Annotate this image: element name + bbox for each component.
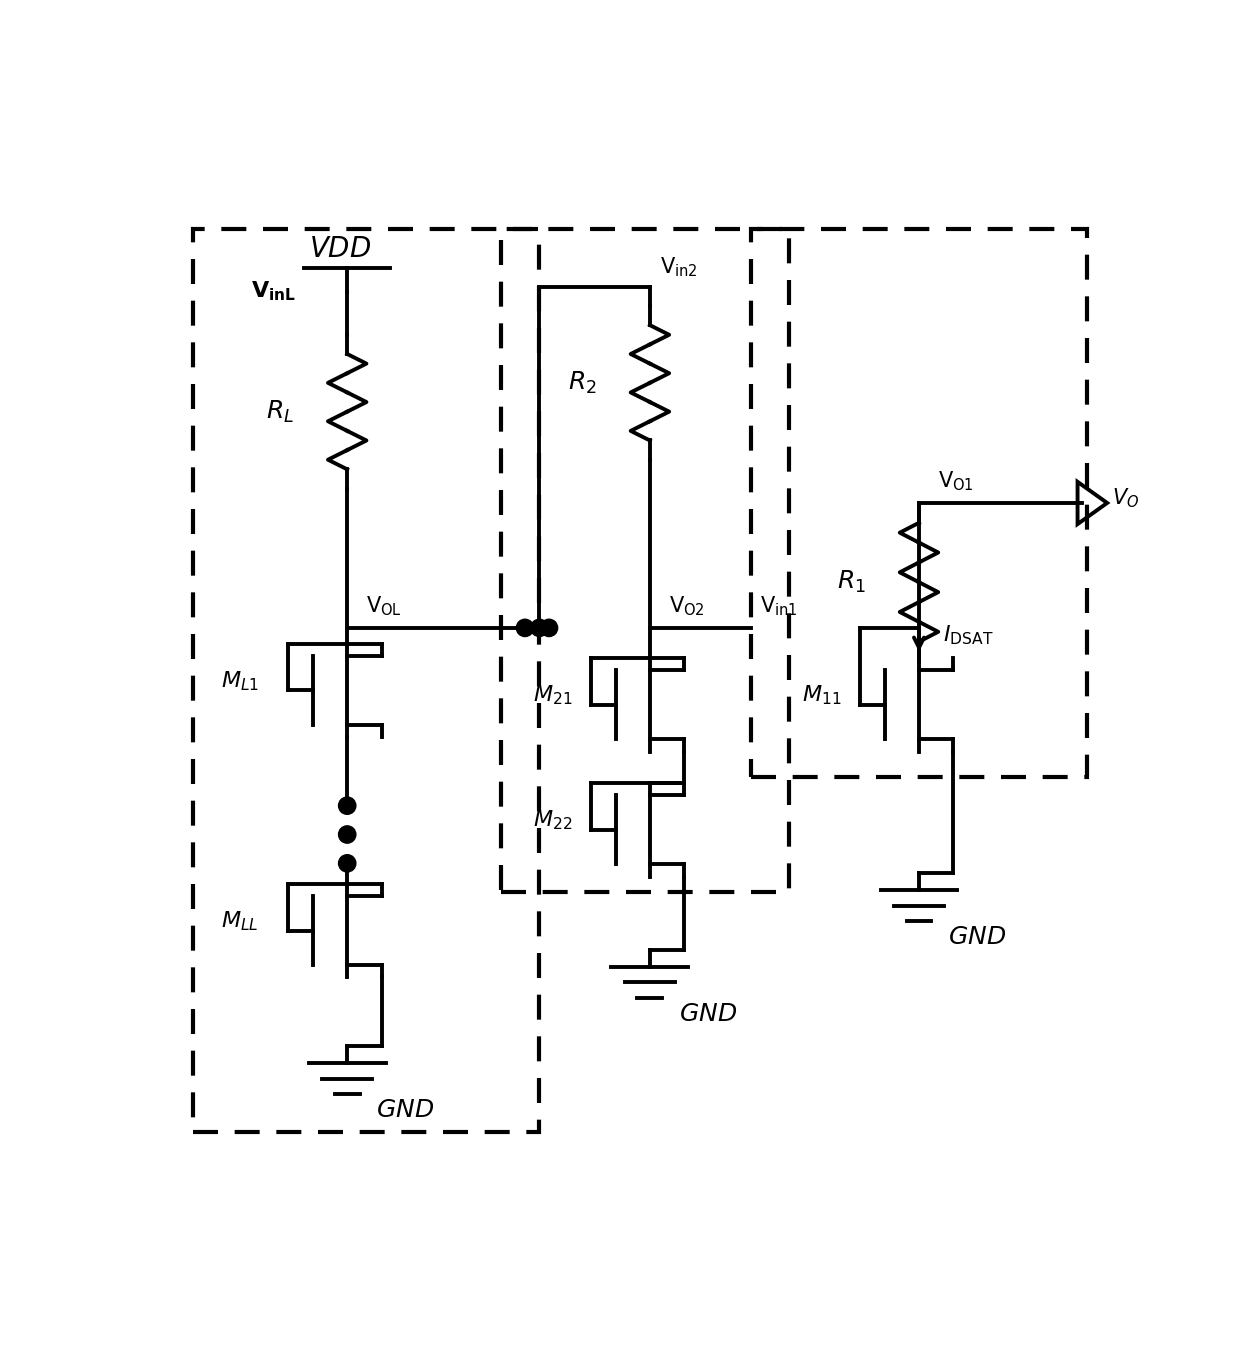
Text: $\mathit{VDD}$: $\mathit{VDD}$ [309, 236, 371, 263]
Text: $\mathit{R}_1$: $\mathit{R}_1$ [837, 569, 866, 596]
Text: $\mathrm{V_{OL}}$: $\mathrm{V_{OL}}$ [367, 594, 402, 619]
Text: $\mathrm{V_{in1}}$: $\mathrm{V_{in1}}$ [760, 594, 799, 619]
Text: $\mathit{V}_O$: $\mathit{V}_O$ [1112, 487, 1140, 510]
Circle shape [339, 826, 356, 842]
Circle shape [516, 619, 533, 636]
Text: $\mathit{GND}$: $\mathit{GND}$ [376, 1099, 434, 1122]
Text: $\mathrm{V_{O2}}$: $\mathrm{V_{O2}}$ [670, 594, 706, 619]
Circle shape [339, 855, 356, 872]
Text: $\mathit{M}_{\mathit{L1}}$: $\mathit{M}_{\mathit{L1}}$ [221, 669, 259, 693]
Text: $\mathit{R}_2$: $\mathit{R}_2$ [568, 369, 596, 396]
Text: $\mathit{M}_{22}$: $\mathit{M}_{22}$ [533, 809, 573, 832]
Text: $\mathrm{V_{in2}}$: $\mathrm{V_{in2}}$ [660, 255, 697, 279]
Bar [193, 229, 539, 1132]
Text: $\mathit{M}_{21}$: $\mathit{M}_{21}$ [533, 683, 573, 706]
Bar [751, 229, 1087, 776]
Circle shape [541, 619, 558, 636]
Text: $\mathit{M}_{11}$: $\mathit{M}_{11}$ [802, 683, 842, 706]
Text: $\mathit{R}_\mathit{L}$: $\mathit{R}_\mathit{L}$ [267, 399, 294, 425]
Circle shape [531, 619, 548, 636]
Text: $\mathbf{V}_{\mathbf{inL}}$: $\mathbf{V}_{\mathbf{inL}}$ [250, 280, 296, 303]
Text: $\mathit{GND}$: $\mathit{GND}$ [947, 926, 1006, 949]
Text: $\mathit{I}_{\mathrm{DSAT}}$: $\mathit{I}_{\mathrm{DSAT}}$ [944, 623, 993, 647]
Circle shape [339, 797, 356, 814]
Bar [501, 229, 789, 892]
Text: $\mathit{M}_{\mathit{LL}}$: $\mathit{M}_{\mathit{LL}}$ [221, 909, 258, 933]
Text: $\mathrm{V_{O1}}$: $\mathrm{V_{O1}}$ [939, 469, 975, 493]
Text: $\mathit{GND}$: $\mathit{GND}$ [678, 1003, 737, 1026]
